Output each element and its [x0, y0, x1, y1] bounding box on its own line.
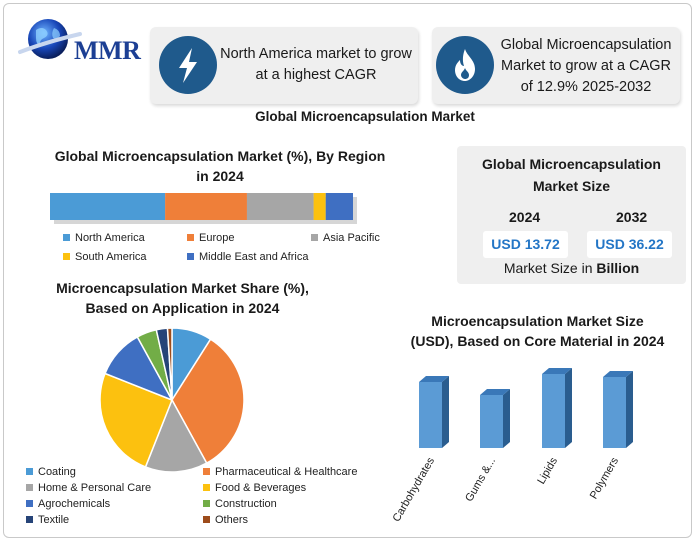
- legend-swatch: [63, 234, 70, 241]
- core-material-title-line: (USD), Based on Core Material in 2024: [410, 333, 665, 349]
- market-size-unit: Market Size in Billion: [457, 260, 686, 276]
- logo-text: MMR: [74, 36, 141, 65]
- legend-item: Food & Beverages: [203, 482, 306, 494]
- legend-swatch: [26, 468, 33, 475]
- core-bar-label: Carbohydrates: [391, 455, 438, 524]
- callout-north-america: North America market to grow at a highes…: [150, 27, 418, 104]
- legend-swatch: [26, 500, 33, 507]
- year-2024: 2024: [509, 209, 541, 225]
- pie-chart-title-line: Based on Application in 2024: [85, 300, 280, 316]
- legend-item: Pharmaceutical & Healthcare: [203, 466, 357, 478]
- callout-line: Global Microencapsulation: [500, 37, 672, 53]
- legend-item: South America: [63, 251, 147, 263]
- region-segment-south-america: [313, 193, 326, 220]
- core-bar-1: [419, 376, 449, 448]
- region-segment-middle-east-and-africa: [325, 193, 353, 220]
- lightning-icon: [159, 36, 217, 94]
- globe-icon: [18, 19, 82, 59]
- pie-slice-others: [166, 327, 173, 401]
- legend-label: Textile: [38, 514, 70, 526]
- application-pie-chart: [99, 327, 245, 473]
- legend-label: Europe: [199, 232, 235, 244]
- core-bar-4: [603, 371, 633, 448]
- market-size-title-line: Market Size: [532, 178, 611, 194]
- legend-item: North America: [63, 232, 145, 244]
- core-material-title-line: Microencapsulation Market Size: [431, 313, 644, 329]
- legend-item: Textile: [26, 514, 69, 526]
- region-segment-europe: [165, 193, 247, 220]
- core-material-chart-title: Microencapsulation Market Size (USD), Ba…: [395, 311, 680, 351]
- legend-label: Coating: [38, 466, 76, 478]
- legend-item: Agrochemicals: [26, 498, 110, 510]
- callout-line: Market to grow at a CAGR: [500, 58, 672, 74]
- legend-swatch: [203, 516, 210, 523]
- region-chart-title-line: in 2024: [196, 168, 244, 184]
- legend-label: Food & Beverages: [215, 482, 307, 494]
- infographic-frame: [3, 3, 692, 538]
- legend-label: North America: [75, 232, 145, 244]
- legend-swatch: [26, 484, 33, 491]
- legend-item: Others: [203, 514, 248, 526]
- region-segment-north-america: [50, 193, 166, 220]
- core-bar-label: Gums &...: [463, 456, 498, 504]
- legend-swatch: [187, 234, 194, 241]
- legend-swatch: [203, 468, 210, 475]
- legend-item: Europe: [187, 232, 234, 244]
- main-title: Global Microencapsulation Market: [255, 109, 475, 124]
- mmr-logo: MMR: [14, 16, 144, 68]
- legend-swatch: [203, 500, 210, 507]
- pie-chart-title-line: Microencapsulation Market Share (%),: [56, 280, 309, 296]
- unit-prefix: Market Size in: [503, 260, 597, 276]
- core-material-bar-chart: Carbohydrates Gums &... Lipids Polymers: [391, 368, 633, 524]
- legend-label: Home & Personal Care: [38, 482, 152, 494]
- legend-swatch: [311, 234, 318, 241]
- legend-swatch: [187, 253, 194, 260]
- unit-bold: Billion: [596, 260, 640, 276]
- legend-item: Home & Personal Care: [26, 482, 151, 494]
- market-size-title-line: Global Microencapsulation: [482, 156, 661, 172]
- region-segment-asia-pacific: [246, 193, 314, 220]
- legend-label: South America: [75, 251, 147, 263]
- value-2024: USD 13.72: [483, 231, 568, 258]
- pie-slice-food-beverages: [99, 372, 173, 468]
- market-size-title: Global Microencapsulation Market Size: [457, 153, 686, 197]
- callout-cagr: Global Microencapsulation Market to grow…: [432, 27, 680, 104]
- pie-chart-title: Microencapsulation Market Share (%), Bas…: [30, 278, 335, 318]
- legend-swatch: [63, 253, 70, 260]
- callout-line: North America market to grow: [220, 46, 412, 62]
- pie-slice-home-personal-care: [144, 398, 208, 473]
- year-2032: 2032: [616, 209, 648, 225]
- flame-icon: [436, 36, 494, 94]
- legend-item: Construction: [203, 498, 277, 510]
- legend-swatch: [203, 484, 210, 491]
- legend-label: Asia Pacific: [323, 232, 380, 244]
- core-bar-2: [480, 389, 510, 448]
- value-2032: USD 36.22: [587, 231, 672, 258]
- core-bar-label: Polymers: [588, 455, 622, 501]
- legend-label: Construction: [215, 498, 277, 510]
- core-bar-label: Lipids: [535, 455, 560, 486]
- legend-item: Middle East and Africa: [187, 251, 308, 263]
- region-stacked-bar: [50, 193, 357, 224]
- legend-label: Pharmaceutical & Healthcare: [215, 466, 358, 478]
- region-chart-title-line: Global Microencapsulation Market (%), By…: [54, 148, 386, 164]
- legend-label: Agrochemicals: [38, 498, 111, 510]
- legend-label: Middle East and Africa: [199, 251, 309, 263]
- legend-swatch: [26, 516, 33, 523]
- market-size-panel: Global Microencapsulation Market Size 20…: [457, 146, 686, 284]
- region-chart-title: Global Microencapsulation Market (%), By…: [45, 146, 395, 186]
- legend-item: Asia Pacific: [311, 232, 380, 244]
- legend-item: Coating: [26, 466, 76, 478]
- callout-line: at a highest CAGR: [255, 67, 377, 83]
- callout-line: of 12.9% 2025-2032: [520, 79, 652, 95]
- core-bar-3: [542, 368, 572, 448]
- legend-label: Others: [215, 514, 249, 526]
